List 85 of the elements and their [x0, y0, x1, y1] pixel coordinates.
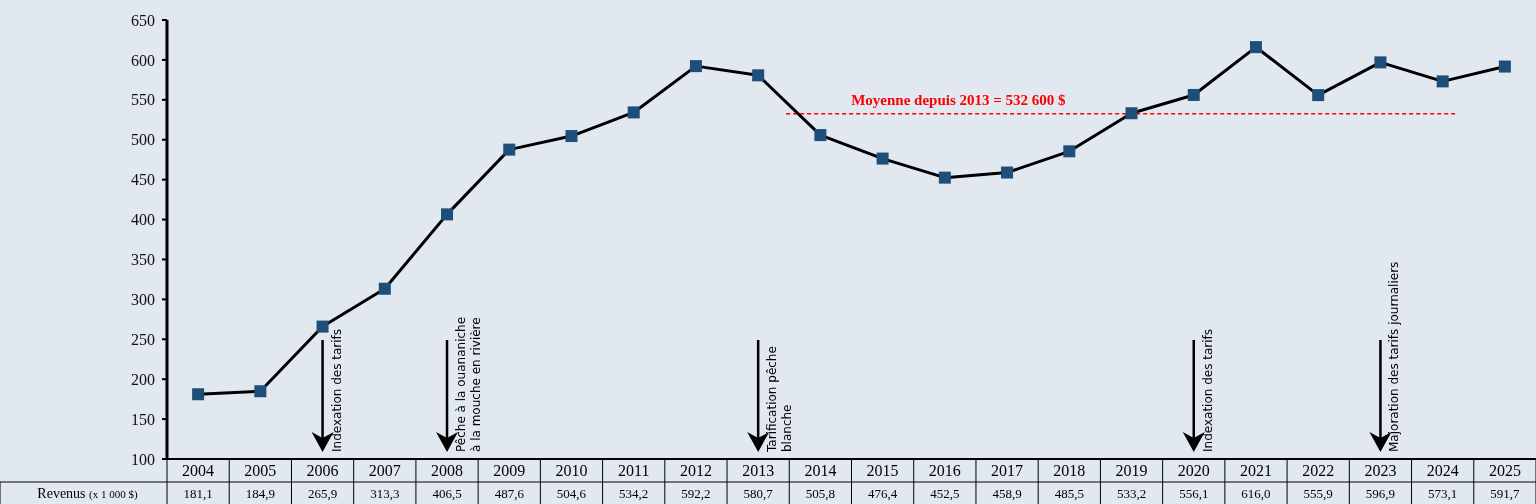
y-tick-label: 300 [131, 290, 155, 308]
y-tick-label: 200 [131, 370, 155, 388]
data-label: 555,9 [1303, 485, 1333, 501]
x-tick-label: 2004 [182, 462, 215, 480]
x-tick-label: 2016 [928, 462, 961, 480]
point [1498, 60, 1511, 73]
point [378, 282, 391, 295]
annotation: Indexation des tarifs [1200, 328, 1215, 452]
data-label: 406,5 [432, 485, 462, 501]
x-tick-label: 2009 [493, 462, 526, 480]
x-tick-label: 2012 [679, 462, 712, 480]
point [814, 129, 827, 142]
data-label: 476,4 [867, 485, 898, 501]
data-label: 265,9 [307, 485, 338, 501]
point [689, 60, 702, 73]
x-tick-label: 2006 [306, 462, 339, 480]
point [752, 69, 765, 82]
x-tick-label: 2014 [804, 462, 837, 480]
text: Revenus (x 1 000 $) [37, 485, 138, 501]
y-tick-label: 650 [131, 11, 155, 29]
point [876, 152, 889, 165]
x-tick-label: 2025 [1488, 462, 1521, 480]
ref-line-label: Moyenne depuis 2013 = 532 600 $ [851, 91, 1067, 108]
data-label: 458,9 [992, 485, 1022, 501]
data-label: 313,3 [370, 485, 400, 501]
point [1436, 75, 1449, 88]
point [1001, 166, 1014, 179]
data-label: 591,7 [1490, 485, 1521, 501]
data-label: 556,1 [1179, 485, 1209, 501]
x-tick-label: 2020 [1177, 462, 1210, 480]
x-tick-label: 2019 [1115, 462, 1148, 480]
y-tick-label: 500 [131, 131, 155, 149]
data-label: 580,7 [743, 485, 774, 501]
point [938, 171, 951, 184]
x-tick-label: 2008 [431, 462, 464, 480]
point [316, 320, 329, 333]
y-tick-label: 100 [131, 450, 155, 468]
y-tick-label: 550 [131, 91, 155, 109]
data-label: 504,6 [556, 485, 587, 501]
data-label: 505,8 [805, 485, 836, 501]
data-label: 487,6 [494, 485, 525, 501]
y-tick-label: 350 [131, 251, 155, 269]
y-tick-label: 450 [131, 171, 155, 189]
point [192, 388, 205, 401]
x-tick-label: 2021 [1239, 462, 1272, 480]
data-label: 616,0 [1241, 485, 1271, 501]
data-label: 573,1 [1428, 485, 1458, 501]
data-label: 533,2 [1116, 485, 1147, 501]
point [254, 385, 267, 398]
point [1125, 107, 1138, 120]
x-tick-label: 2024 [1426, 462, 1459, 480]
data-label: 534,2 [619, 485, 649, 501]
data-label: 592,2 [681, 485, 711, 501]
y-tick-label: 250 [131, 330, 155, 348]
annotation: Tarification pêche blanche [765, 346, 795, 453]
x-tick-label: 2022 [1302, 462, 1335, 480]
point [1374, 56, 1387, 69]
annotation: Indexation des tarifs [329, 328, 344, 452]
point [1063, 145, 1076, 158]
point [1187, 88, 1200, 101]
point [627, 106, 640, 119]
x-tick-label: 2015 [866, 462, 899, 480]
annotation: Pêche à la ouananiche à la mouche en rivière [454, 316, 484, 452]
data-label: 596,9 [1365, 485, 1396, 501]
data-label: 485,5 [1054, 485, 1084, 501]
x-tick-label: 2013 [742, 462, 775, 480]
data-label: 184,9 [245, 485, 275, 501]
annotation: Majoration des tarifs journaliers [1387, 261, 1402, 452]
point [565, 130, 578, 143]
x-tick-label: 2018 [1053, 462, 1086, 480]
point [503, 143, 516, 156]
data-label: 181,1 [183, 485, 213, 501]
data-label: 452,5 [930, 485, 960, 501]
x-tick-label: 2007 [368, 462, 401, 480]
x-tick-label: 2005 [244, 462, 277, 480]
y-tick-label: 150 [131, 410, 155, 428]
x-tick-label: 2011 [618, 462, 650, 480]
point [1312, 89, 1325, 102]
x-tick-label: 2023 [1364, 462, 1397, 480]
y-tick-label: 400 [131, 211, 155, 229]
y-tick-label: 600 [131, 51, 155, 69]
x-tick-label: 2017 [991, 462, 1024, 480]
point [1249, 41, 1262, 54]
point [441, 208, 454, 221]
x-tick-label: 2010 [555, 462, 588, 480]
